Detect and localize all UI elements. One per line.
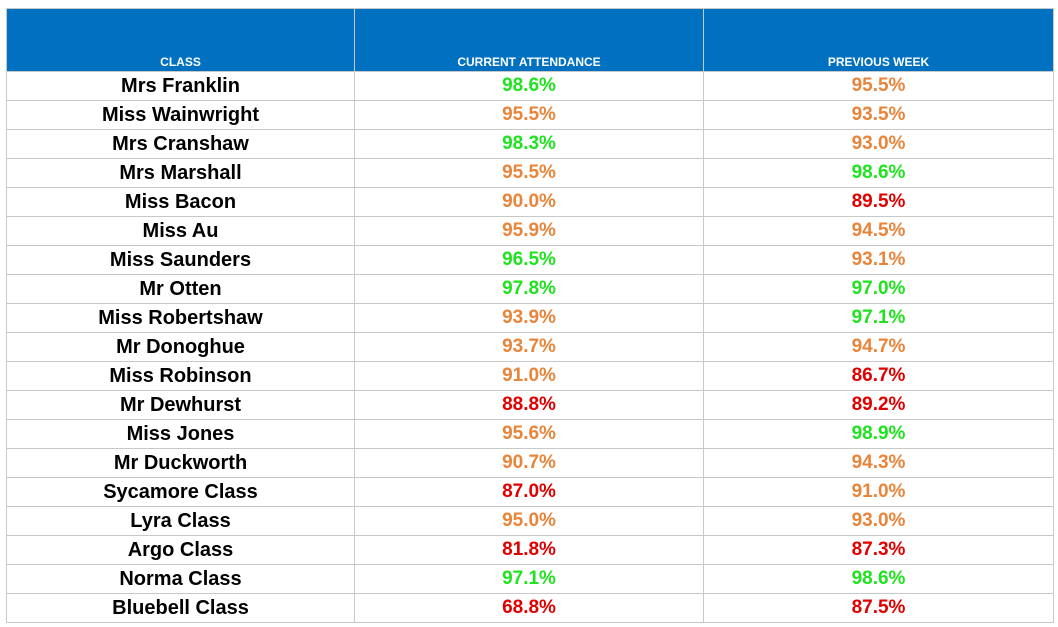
attendance-table: CLASS CURRENT ATTENDANCE PREVIOUS WEEK M… bbox=[6, 8, 1054, 623]
table-body: Mrs Franklin 98.6% 95.5% Miss Wainwright 95.… bbox=[6, 71, 1054, 623]
current-attendance-cell: 88.8% bbox=[354, 390, 704, 420]
class-name-cell: Sycamore Class bbox=[6, 477, 355, 507]
table-row: Miss Saunders 96.5% 93.1% bbox=[6, 245, 1054, 275]
class-name-cell: Mrs Marshall bbox=[6, 158, 355, 188]
table-row: Miss Wainwright 95.5% 93.5% bbox=[6, 100, 1054, 130]
current-attendance-cell: 98.3% bbox=[354, 129, 704, 159]
class-name-cell: Miss Saunders bbox=[6, 245, 355, 275]
current-attendance-cell: 91.0% bbox=[354, 361, 704, 391]
current-attendance-cell: 68.8% bbox=[354, 593, 704, 623]
table-row: Miss Robinson 91.0% 86.7% bbox=[6, 361, 1054, 391]
previous-week-cell: 93.1% bbox=[703, 245, 1054, 275]
class-name-cell: Mr Duckworth bbox=[6, 448, 355, 478]
current-attendance-cell: 95.5% bbox=[354, 158, 704, 188]
table-row: Miss Robertshaw 93.9% 97.1% bbox=[6, 303, 1054, 333]
current-attendance-cell: 95.9% bbox=[354, 216, 704, 246]
current-attendance-cell: 95.0% bbox=[354, 506, 704, 536]
table-row: Miss Bacon 90.0% 89.5% bbox=[6, 187, 1054, 217]
current-attendance-cell: 81.8% bbox=[354, 535, 704, 565]
previous-week-cell: 94.3% bbox=[703, 448, 1054, 478]
table-row: Mrs Marshall 95.5% 98.6% bbox=[6, 158, 1054, 188]
previous-week-cell: 93.0% bbox=[703, 506, 1054, 536]
class-name-cell: Miss Robinson bbox=[6, 361, 355, 391]
table-row: Mr Duckworth 90.7% 94.3% bbox=[6, 448, 1054, 478]
class-name-cell: Mr Dewhurst bbox=[6, 390, 355, 420]
current-attendance-cell: 98.6% bbox=[354, 71, 704, 101]
column-header-current-attendance: CURRENT ATTENDANCE bbox=[354, 8, 704, 72]
class-name-cell: Bluebell Class bbox=[6, 593, 355, 623]
current-attendance-cell: 95.6% bbox=[354, 419, 704, 449]
class-name-cell: Miss Wainwright bbox=[6, 100, 355, 130]
class-name-cell: Mrs Franklin bbox=[6, 71, 355, 101]
previous-week-cell: 87.3% bbox=[703, 535, 1054, 565]
current-attendance-cell: 90.0% bbox=[354, 187, 704, 217]
class-name-cell: Miss Robertshaw bbox=[6, 303, 355, 333]
current-attendance-cell: 93.9% bbox=[354, 303, 704, 333]
table-row: Mrs Franklin 98.6% 95.5% bbox=[6, 71, 1054, 101]
current-attendance-cell: 95.5% bbox=[354, 100, 704, 130]
class-name-cell: Miss Au bbox=[6, 216, 355, 246]
class-name-cell: Miss Jones bbox=[6, 419, 355, 449]
table-row: Argo Class 81.8% 87.3% bbox=[6, 535, 1054, 565]
table-row: Mrs Cranshaw 98.3% 93.0% bbox=[6, 129, 1054, 159]
class-name-cell: Mr Otten bbox=[6, 274, 355, 304]
table-row: Miss Au 95.9% 94.5% bbox=[6, 216, 1054, 246]
previous-week-cell: 98.6% bbox=[703, 564, 1054, 594]
class-name-cell: Norma Class bbox=[6, 564, 355, 594]
previous-week-cell: 86.7% bbox=[703, 361, 1054, 391]
table-row: Mr Dewhurst 88.8% 89.2% bbox=[6, 390, 1054, 420]
previous-week-cell: 93.5% bbox=[703, 100, 1054, 130]
previous-week-cell: 93.0% bbox=[703, 129, 1054, 159]
previous-week-cell: 91.0% bbox=[703, 477, 1054, 507]
previous-week-cell: 89.2% bbox=[703, 390, 1054, 420]
class-name-cell: Mr Donoghue bbox=[6, 332, 355, 362]
current-attendance-cell: 87.0% bbox=[354, 477, 704, 507]
class-name-cell: Miss Bacon bbox=[6, 187, 355, 217]
column-header-previous-week: PREVIOUS WEEK bbox=[703, 8, 1054, 72]
column-header-class: CLASS bbox=[6, 8, 355, 72]
table-row: Mr Otten 97.8% 97.0% bbox=[6, 274, 1054, 304]
table-row: Lyra Class 95.0% 93.0% bbox=[6, 506, 1054, 536]
current-attendance-cell: 97.1% bbox=[354, 564, 704, 594]
table-row: Sycamore Class 87.0% 91.0% bbox=[6, 477, 1054, 507]
class-name-cell: Mrs Cranshaw bbox=[6, 129, 355, 159]
previous-week-cell: 95.5% bbox=[703, 71, 1054, 101]
previous-week-cell: 98.9% bbox=[703, 419, 1054, 449]
current-attendance-cell: 97.8% bbox=[354, 274, 704, 304]
header-row: CLASS CURRENT ATTENDANCE PREVIOUS WEEK bbox=[6, 8, 1054, 72]
previous-week-cell: 97.0% bbox=[703, 274, 1054, 304]
class-name-cell: Argo Class bbox=[6, 535, 355, 565]
table-header: CLASS CURRENT ATTENDANCE PREVIOUS WEEK bbox=[6, 8, 1054, 72]
previous-week-cell: 87.5% bbox=[703, 593, 1054, 623]
current-attendance-cell: 93.7% bbox=[354, 332, 704, 362]
previous-week-cell: 89.5% bbox=[703, 187, 1054, 217]
table-row: Bluebell Class 68.8% 87.5% bbox=[6, 593, 1054, 623]
previous-week-cell: 98.6% bbox=[703, 158, 1054, 188]
table-row: Norma Class 97.1% 98.6% bbox=[6, 564, 1054, 594]
table-row: Mr Donoghue 93.7% 94.7% bbox=[6, 332, 1054, 362]
previous-week-cell: 94.7% bbox=[703, 332, 1054, 362]
previous-week-cell: 94.5% bbox=[703, 216, 1054, 246]
current-attendance-cell: 96.5% bbox=[354, 245, 704, 275]
class-name-cell: Lyra Class bbox=[6, 506, 355, 536]
current-attendance-cell: 90.7% bbox=[354, 448, 704, 478]
table-row: Miss Jones 95.6% 98.9% bbox=[6, 419, 1054, 449]
previous-week-cell: 97.1% bbox=[703, 303, 1054, 333]
